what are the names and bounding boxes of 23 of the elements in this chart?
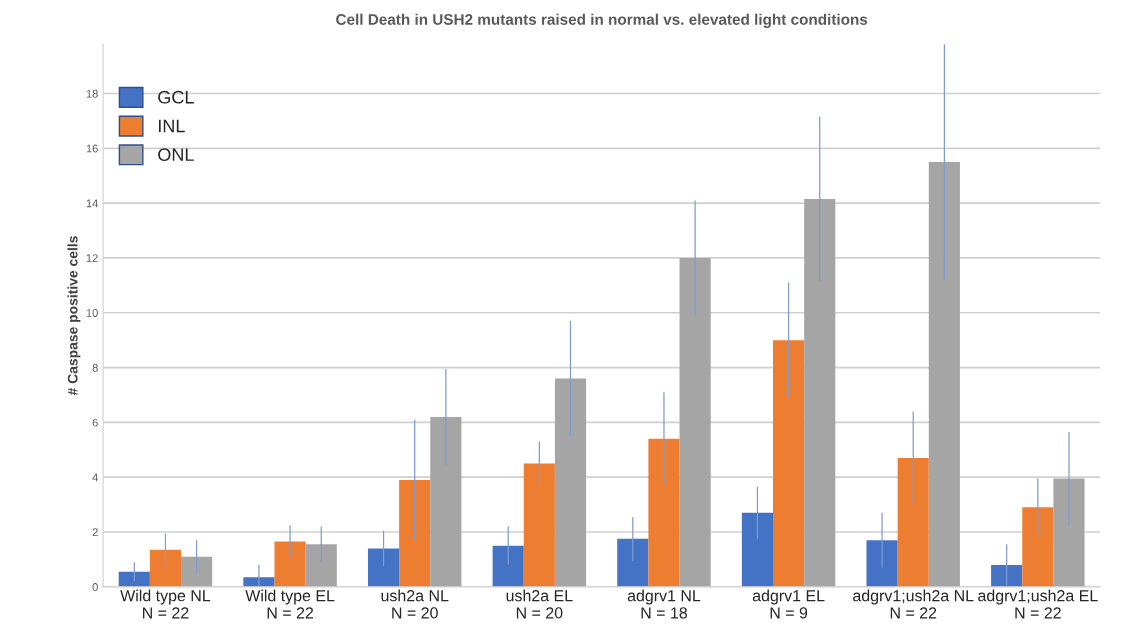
y-tick-label: 6 — [92, 418, 98, 427]
y-tick-label: 4 — [92, 473, 98, 482]
chart-title: Cell Death in USH2 mutants raised in normal vs. elevated light conditions — [336, 13, 868, 28]
legend-label: ONL — [158, 148, 194, 162]
x-tick-label: adgrv1 EL N = 9 — [752, 589, 825, 619]
y-tick-label: 8 — [92, 363, 98, 372]
legend-label: GCL — [158, 90, 194, 104]
x-tick-label: ush2a NL N = 20 — [381, 589, 449, 619]
y-tick-label: 10 — [86, 309, 98, 317]
x-tick-label: adgrv1;ush2a EL N = 22 — [978, 589, 1098, 619]
y-tick-label: 12 — [86, 254, 98, 262]
y-tick-label: 2 — [92, 528, 98, 537]
y-tick-label: 0 — [92, 583, 98, 591]
y-axis-title: # Caspase positive cells — [67, 236, 81, 396]
y-tick-label: 16 — [86, 144, 98, 153]
y-tick-label: 18 — [86, 89, 98, 98]
x-tick-label: adgrv1;ush2a NL N = 22 — [853, 589, 974, 619]
y-tick-label: 14 — [86, 199, 98, 208]
x-tick-label: adgrv1 NL N = 18 — [627, 589, 701, 619]
legend-label: INL — [158, 119, 185, 133]
x-tick-label: Wild type EL N = 22 — [245, 589, 335, 619]
x-tick-label: Wild type NL N = 22 — [120, 589, 211, 619]
x-tick-label: ush2a EL N = 20 — [506, 589, 573, 619]
